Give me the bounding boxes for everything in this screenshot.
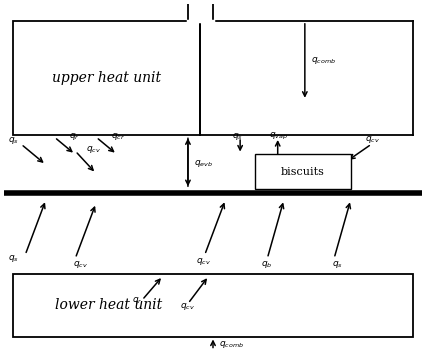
Text: $q_r$: $q_r$ — [132, 295, 142, 306]
Text: $q_{cr}$: $q_{cr}$ — [111, 131, 125, 142]
Bar — [255, 154, 351, 189]
Text: $q_r$: $q_r$ — [69, 131, 80, 142]
Text: biscuits: biscuits — [281, 167, 325, 177]
Text: $q_{cv}$: $q_{cv}$ — [86, 144, 101, 155]
Bar — [13, 274, 413, 337]
Text: $q_s$: $q_s$ — [9, 253, 19, 264]
Text: upper heat unit: upper heat unit — [52, 71, 161, 85]
Text: $q_{evb}$: $q_{evb}$ — [194, 158, 213, 169]
Text: $q_{cv}$: $q_{cv}$ — [180, 301, 195, 312]
Bar — [13, 21, 201, 135]
Text: $q_{cv}$: $q_{cv}$ — [73, 259, 88, 270]
Text: lower heat unit: lower heat unit — [55, 298, 162, 312]
Text: $q_{cv}$: $q_{cv}$ — [196, 257, 211, 268]
Text: $q_{comb}$: $q_{comb}$ — [311, 55, 336, 66]
Text: $q_s$: $q_s$ — [332, 259, 343, 270]
Text: $q_s$: $q_s$ — [9, 135, 19, 146]
Text: $q_{vap}$: $q_{vap}$ — [269, 131, 288, 142]
Text: $q_b$: $q_b$ — [261, 259, 273, 270]
Text: $q_s$: $q_s$ — [232, 131, 243, 142]
Text: $q_{comb}$: $q_{comb}$ — [219, 339, 244, 350]
Text: $q_{cv}$: $q_{cv}$ — [366, 134, 380, 145]
